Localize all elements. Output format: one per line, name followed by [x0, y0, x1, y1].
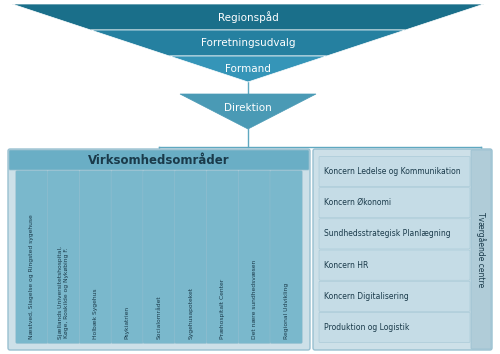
FancyBboxPatch shape — [174, 171, 207, 343]
FancyBboxPatch shape — [238, 171, 270, 343]
FancyBboxPatch shape — [48, 171, 80, 343]
Text: Direktion: Direktion — [224, 103, 272, 113]
Text: Formand: Formand — [225, 64, 271, 74]
Text: Produktion og Logistik: Produktion og Logistik — [324, 323, 410, 332]
Text: Regionsрåd: Regionsрåd — [218, 11, 278, 23]
FancyBboxPatch shape — [111, 171, 144, 343]
FancyBboxPatch shape — [206, 171, 238, 343]
FancyBboxPatch shape — [270, 171, 302, 343]
FancyBboxPatch shape — [8, 149, 310, 350]
Polygon shape — [90, 30, 406, 56]
FancyBboxPatch shape — [319, 219, 470, 249]
Polygon shape — [180, 94, 316, 129]
FancyBboxPatch shape — [319, 281, 470, 311]
FancyBboxPatch shape — [16, 171, 48, 343]
FancyBboxPatch shape — [319, 188, 470, 218]
FancyBboxPatch shape — [471, 150, 491, 349]
Text: Præhospitalt Center: Præhospitalt Center — [220, 279, 225, 339]
Text: Virksomhedsområder: Virksomhedsområder — [88, 154, 230, 166]
FancyBboxPatch shape — [313, 149, 492, 350]
FancyBboxPatch shape — [80, 171, 112, 343]
Polygon shape — [170, 56, 326, 82]
Text: Holbæk Sygehus: Holbæk Sygehus — [93, 289, 98, 339]
Text: Det nære sundhedsvæsen: Det nære sundhedsvæsen — [252, 260, 257, 339]
FancyBboxPatch shape — [143, 171, 175, 343]
FancyBboxPatch shape — [319, 156, 470, 187]
Text: Regional Udvikling: Regional Udvikling — [284, 283, 288, 339]
Text: Sygehusapoteket: Sygehusapoteket — [188, 287, 194, 339]
Text: Tværgående centre: Tværgående centre — [476, 212, 486, 287]
Text: Koncern Ledelse og Kommunikation: Koncern Ledelse og Kommunikation — [324, 167, 460, 176]
Text: Sjællands Universitetshospital,
Køge, Roskilde og Nykøbing F.: Sjællands Universitetshospital, Køge, Ro… — [58, 246, 69, 339]
Text: Socialområdet: Socialområdet — [156, 295, 162, 339]
Text: Koncern HR: Koncern HR — [324, 261, 368, 270]
FancyBboxPatch shape — [319, 250, 470, 280]
Text: Sundhedsstrategisk Planlægning: Sundhedsstrategisk Planlægning — [324, 229, 450, 238]
Text: Koncern Digitalisering: Koncern Digitalisering — [324, 292, 409, 301]
Text: Næstved, Slagelse og Ringsted sygehuse: Næstved, Slagelse og Ringsted sygehuse — [30, 214, 35, 339]
FancyBboxPatch shape — [9, 150, 309, 170]
Text: Psykiatrien: Psykiatrien — [124, 306, 130, 339]
FancyBboxPatch shape — [319, 312, 470, 343]
Text: Koncern Økonomi: Koncern Økonomi — [324, 198, 391, 207]
Text: Forretningsudvalg: Forretningsudvalg — [201, 38, 295, 48]
Polygon shape — [12, 4, 484, 30]
